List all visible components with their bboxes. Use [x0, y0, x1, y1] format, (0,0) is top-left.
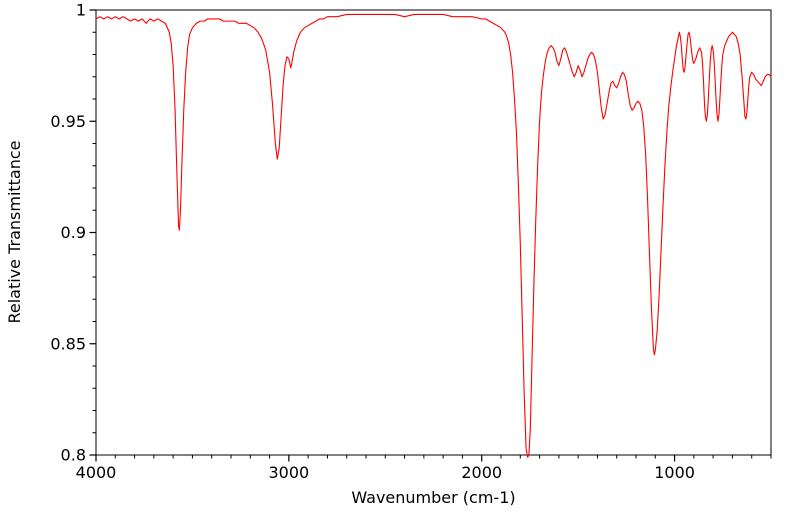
y-tick-label: 0.85: [50, 334, 86, 353]
x-tick-label: 1000: [654, 463, 695, 482]
y-axis-label: Relative Transmittance: [5, 140, 24, 324]
x-tick-label: 3000: [268, 463, 309, 482]
y-tick-label: 0.9: [61, 223, 86, 242]
y-tick-label: 0.8: [61, 446, 86, 465]
x-axis-label: Wavenumber (cm-1): [351, 488, 516, 507]
x-tick-label: 4000: [76, 463, 117, 482]
plot-frame: [95, 9, 772, 456]
y-tick-label: 1: [76, 1, 86, 20]
y-tick-label: 0.95: [50, 112, 86, 131]
spectrum-line: [95, 13, 772, 458]
x-tick-label: 2000: [461, 463, 502, 482]
